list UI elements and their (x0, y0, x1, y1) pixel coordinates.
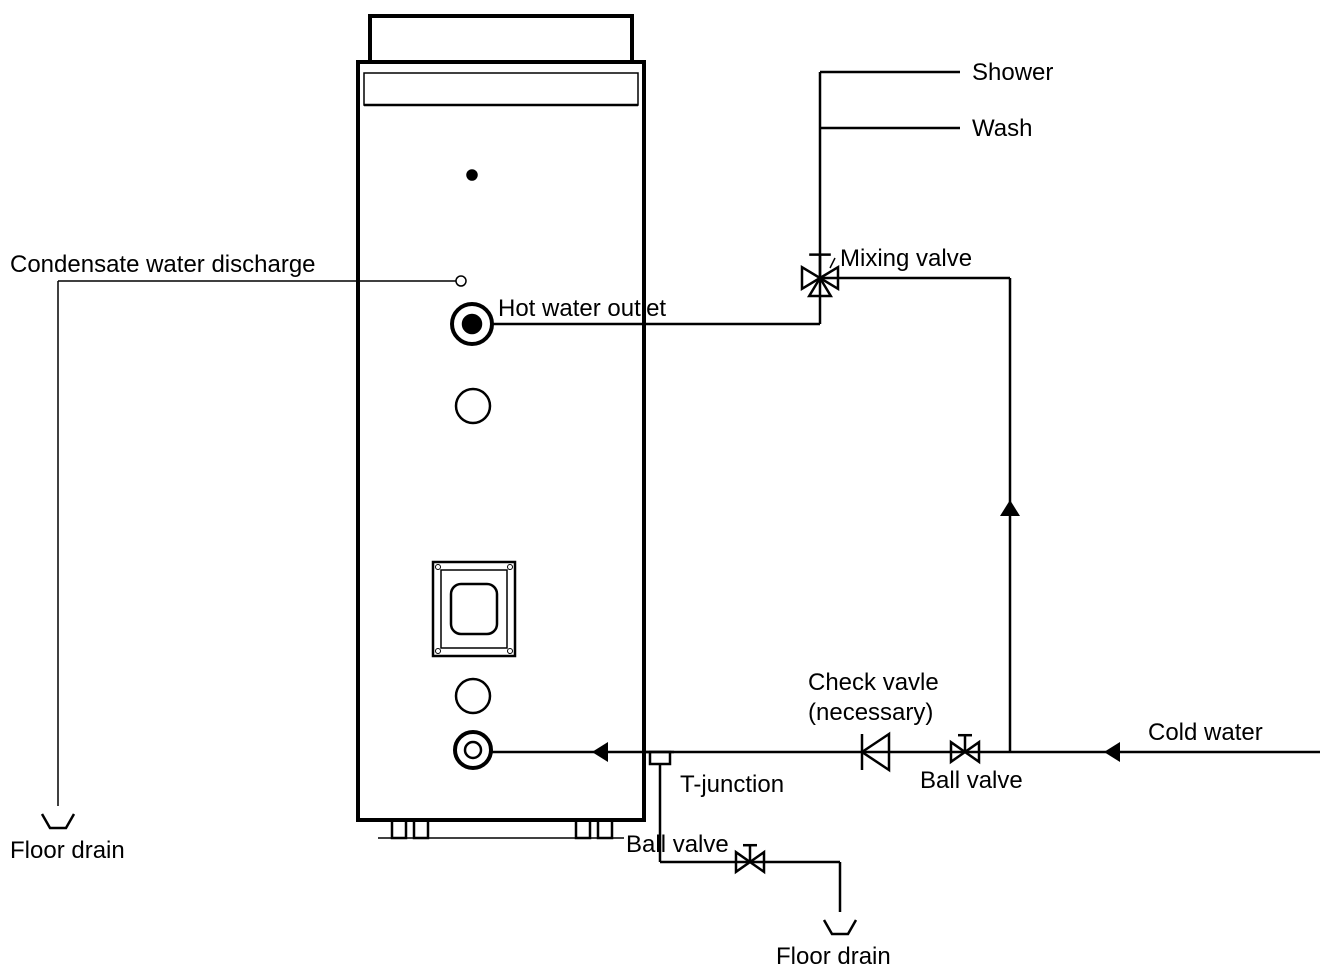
ball-valve-right-label: Ball valve (920, 767, 1023, 794)
floor-drain-bottom-label: Floor drain (776, 943, 891, 970)
ball-valve-left-label: Ball valve (626, 831, 729, 858)
t-junction-label: T-junction (680, 771, 784, 798)
shower-label: Shower (972, 59, 1053, 86)
check-valve-label-1: Check vavle (808, 669, 939, 696)
condensate-label: Condensate water discharge (10, 251, 316, 278)
wash-label: Wash (972, 115, 1032, 142)
cold-water-label: Cold water (1148, 719, 1263, 746)
piping-diagram: Shower Wash Mixing valve Condensate water d… (0, 0, 1336, 978)
check-valve-label-2: (necessary) (808, 699, 933, 726)
mixing-valve-label: Mixing valve (840, 245, 972, 272)
water-heater-tank (358, 16, 644, 838)
floor-drain-left-label: Floor drain (10, 837, 125, 864)
hot-water-outlet-label: Hot water outlet (498, 295, 666, 322)
